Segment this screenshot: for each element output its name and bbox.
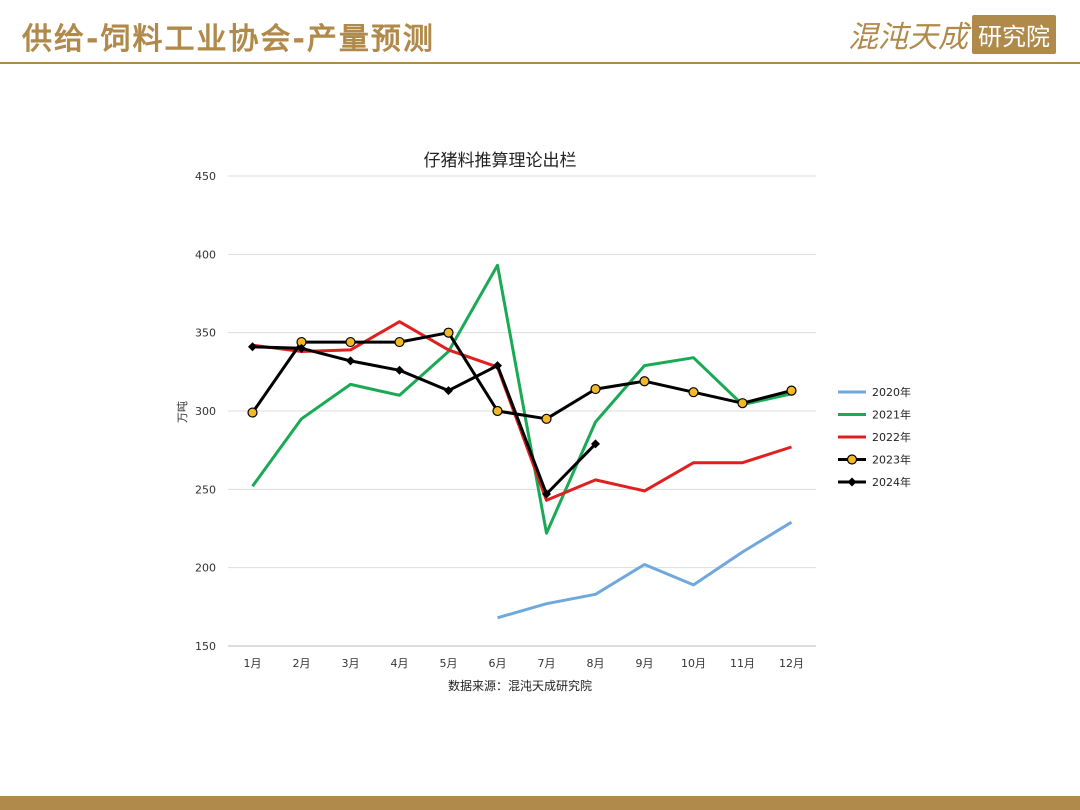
data-point [346,356,355,366]
legend-item: 2024年 [838,475,911,489]
y-tick-label: 400 [195,248,216,261]
x-tick-label: 10月 [681,657,706,670]
header-divider [0,62,1080,64]
legend-marker [846,454,858,465]
logo-text: 混沌天成 [848,20,968,55]
series-lines [247,263,797,620]
y-tick-label: 300 [195,405,216,418]
legend-item: 2022年 [838,430,911,444]
series-line [497,520,793,620]
data-point [395,365,404,375]
data-point [297,343,306,353]
brand-logo: 混沌天成 研究院 [848,14,1056,55]
data-point [247,407,258,418]
legend-item: 2021年 [838,408,911,422]
data-point [492,405,503,417]
x-tick-label: 1月 [244,657,262,670]
legend-item: 2023年 [838,453,911,467]
data-point [542,489,551,499]
legend-label: 2021年 [872,408,911,422]
data-point [737,398,748,409]
data-point [688,387,699,398]
data-point [248,342,257,352]
x-tick-label: 4月 [391,657,409,670]
data-point [493,361,502,371]
y-tick-label: 450 [195,170,216,183]
series-1 [251,263,792,535]
x-tick-label: 2月 [293,657,311,670]
legend-item: 2020年 [838,385,911,399]
x-tick-label: 5月 [440,657,458,670]
x-tick-label: 11月 [730,657,755,670]
data-point [590,383,601,395]
data-point [786,385,797,396]
page-title: 供给-饲料工业协会-产量预测 [22,22,435,57]
legend-label: 2023年 [872,453,911,467]
data-point [345,336,356,348]
legend: 2020年 2021年 2022年 2023年 2024年 [838,385,911,489]
y-axis-title: 万吨 [176,401,189,423]
series-line [251,263,792,535]
data-point [591,439,600,449]
series-3 [247,327,797,424]
data-point [444,386,453,396]
series-0 [497,520,793,620]
y-tick-label: 200 [195,562,216,575]
x-tick-label: 12月 [779,657,804,670]
data-point [639,376,650,387]
logo-box: 研究院 [972,14,1056,54]
source-note: 数据来源：混沌天成研究院 [448,678,592,693]
x-tick-label: 3月 [342,657,360,670]
x-tick-label: 6月 [489,657,507,670]
x-tick-label: 9月 [636,657,654,670]
data-point [443,327,454,338]
data-point [541,413,552,424]
data-point [394,336,405,348]
series-line [251,331,792,421]
legend-label: 2022年 [872,430,911,444]
legend-marker [847,477,857,487]
x-tick-labels: 1月 2月 3月 4月 5月 6月 7月 8月 9月 10月 11月 12月 [244,657,805,670]
x-tick-label: 7月 [538,657,556,670]
footer-bar [0,796,1080,810]
series-line [252,345,597,496]
legend-label: 2020年 [872,385,911,399]
chart-title: 仔猪料推算理论出栏 [424,151,577,171]
x-tick-label: 8月 [587,657,605,670]
series-4 [248,342,600,499]
y-tick-label: 150 [195,640,216,653]
y-tick-label: 250 [195,483,216,496]
legend-label: 2024年 [872,475,911,489]
grid-lines [228,175,816,647]
y-tick-labels: 150 200 250 300 350 400 450 [195,170,216,653]
y-tick-label: 350 [195,327,216,340]
